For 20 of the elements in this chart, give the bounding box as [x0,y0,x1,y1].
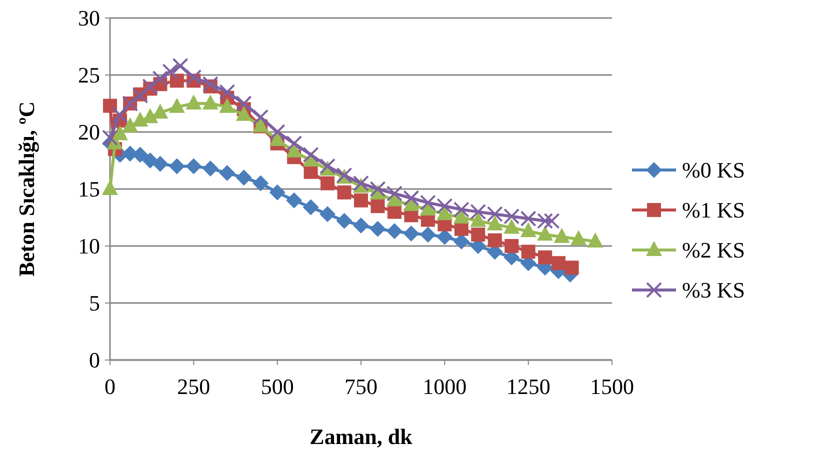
y-tick-label: 25 [78,62,100,88]
y-tick-label: 0 [89,348,100,373]
x-tick-label: 1250 [506,374,550,399]
y-axis-title: Beton Sıcaklığı, ºC [14,101,39,277]
legend-label: %0 KS [682,158,745,183]
y-tick-label: 30 [78,6,100,31]
x-tick-label: 0 [104,374,116,399]
y-tick-label: 20 [78,120,100,145]
x-tick-label: 1500 [590,374,634,399]
y-tick-label: 15 [78,176,100,202]
x-tick-label: 250 [177,374,210,399]
x-tick-label: 750 [344,374,378,399]
x-tick-label: 1000 [422,374,467,399]
y-tick-label: 10 [78,234,100,259]
x-axis-title: Zaman, dk [310,424,414,449]
x-tick-label: 500 [260,374,294,399]
legend-label: %2 KS [682,238,745,263]
y-tick-label: 5 [89,290,100,316]
legend-label: %1 KS [682,198,745,223]
legend-label: %3 KS [682,278,745,303]
